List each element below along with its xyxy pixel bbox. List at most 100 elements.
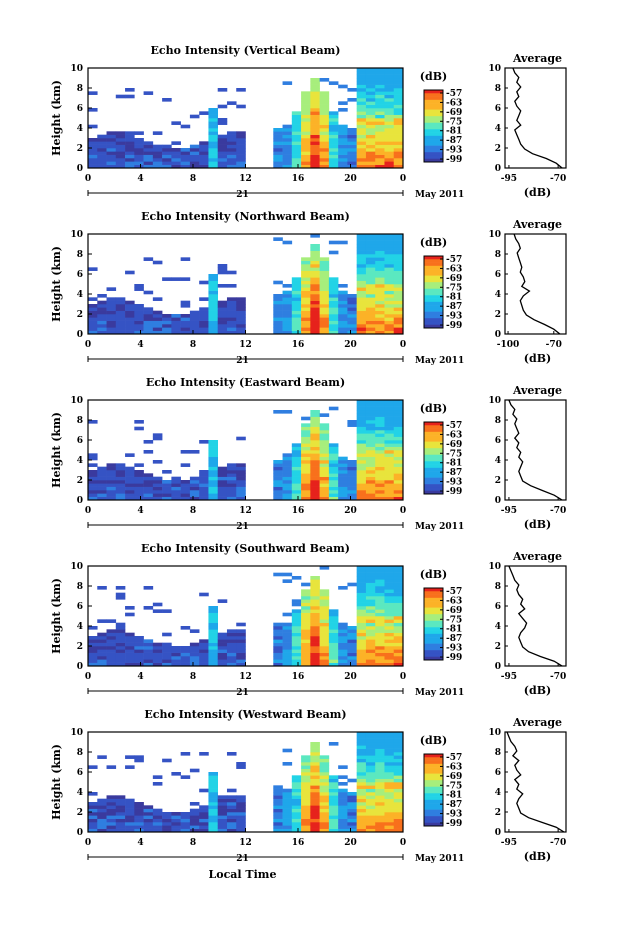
heatmap-cell <box>319 798 330 803</box>
heatmap-cell <box>384 822 395 826</box>
heatmap-cell <box>115 642 126 647</box>
heatmap-cell <box>384 755 395 759</box>
heatmap-cell <box>97 154 107 159</box>
heatmap-cell <box>310 586 320 590</box>
heatmap-cell <box>199 297 209 301</box>
heatmap-cell <box>208 330 218 335</box>
colorbar-segment <box>424 155 443 160</box>
heatmap-cell <box>301 822 311 826</box>
heatmap-cell <box>384 423 395 427</box>
colorbar-tick-label: -63 <box>446 596 462 606</box>
heatmap-cell <box>236 629 246 633</box>
heatmap-cell <box>171 483 181 487</box>
heatmap-cell <box>97 483 107 487</box>
heatmap-cell <box>384 586 395 590</box>
heatmap-cell <box>226 825 237 829</box>
heatmap-cell <box>162 324 172 328</box>
heatmap-cell <box>375 240 385 245</box>
heatmap-cell <box>143 480 154 484</box>
heatmap-cell <box>301 792 311 796</box>
heatmap-cell <box>365 473 376 477</box>
heatmap-cell <box>143 476 154 481</box>
heatmap-cell <box>301 606 311 610</box>
heatmap-cell <box>375 619 385 623</box>
heatmap-cell <box>301 649 311 653</box>
heatmap-cell <box>393 476 404 481</box>
heatmap-cell <box>328 812 339 816</box>
heatmap-cell <box>356 612 367 617</box>
colorbar-segment <box>424 99 443 104</box>
heatmap-cell <box>97 144 107 149</box>
heatmap-cell <box>134 327 144 331</box>
heatmap-cell <box>338 154 348 159</box>
heatmap-cell <box>273 486 283 491</box>
colorbar-segment <box>424 624 443 628</box>
heatmap-cell <box>208 642 218 647</box>
heatmap-cell <box>236 480 246 484</box>
heatmap-cell <box>125 466 135 471</box>
heatmap-cell <box>152 493 163 497</box>
colorbar-unit: (dB) <box>420 70 447 83</box>
heatmap-cell <box>236 317 246 321</box>
heatmap-cell <box>208 131 218 135</box>
heatmap-cell <box>319 612 330 617</box>
heatmap-cell <box>171 649 181 653</box>
heatmap-cell <box>375 416 385 421</box>
heatmap-cell <box>208 626 218 630</box>
heatmap-cell <box>365 738 376 743</box>
heatmap-cell <box>236 476 246 481</box>
y-tick-label: 10 <box>70 64 83 74</box>
heatmap-cell <box>375 825 385 829</box>
heatmap-cell <box>199 493 209 497</box>
heatmap-cell <box>134 154 144 159</box>
heatmap-cell <box>338 765 348 769</box>
heatmap-cell <box>384 636 395 640</box>
heatmap-cell <box>393 138 404 142</box>
heatmap-cell <box>301 154 311 159</box>
heatmap-cell <box>356 765 367 769</box>
colorbar-segment <box>424 656 443 661</box>
heatmap-cell <box>143 659 154 663</box>
heatmap-cell <box>328 639 339 643</box>
heatmap-cell <box>319 483 330 487</box>
heatmap-cell <box>310 656 320 660</box>
heatmap-cell <box>338 656 348 660</box>
heatmap-cell <box>282 622 293 627</box>
heatmap-cell <box>393 446 404 451</box>
heatmap-cell <box>199 656 209 660</box>
heatmap-cell <box>310 659 320 663</box>
heatmap-cell <box>143 662 154 667</box>
heatmap-cell <box>208 124 218 129</box>
heatmap-cell <box>365 778 376 783</box>
heatmap-cell <box>180 330 191 335</box>
heatmap-cell <box>282 476 293 481</box>
heatmap-cell <box>365 808 376 813</box>
heatmap-cell <box>217 151 228 155</box>
heatmap-cell <box>171 486 181 491</box>
heatmap-cell <box>301 114 311 119</box>
heatmap-cell <box>365 98 376 102</box>
heatmap-cell <box>115 463 126 467</box>
heatmap-cell <box>199 324 209 328</box>
heatmap-cell <box>217 659 228 663</box>
heatmap-cell <box>171 476 181 481</box>
heatmap-cell <box>356 324 367 328</box>
heatmap-cell <box>97 164 107 169</box>
heatmap-cell <box>347 818 357 823</box>
heatmap-cell <box>365 260 376 265</box>
heatmap-cell <box>375 463 385 467</box>
heatmap-cell <box>88 626 98 630</box>
heatmap-cell <box>273 134 283 139</box>
profile-x-tick-label: -100 <box>497 340 520 350</box>
heatmap-cell <box>171 822 181 826</box>
heatmap-cell <box>282 463 293 467</box>
heatmap-cell <box>393 327 404 331</box>
heatmap-cell <box>347 486 357 491</box>
heatmap-cell <box>152 483 163 487</box>
heatmap-cell <box>88 815 98 819</box>
heatmap-cell <box>301 463 311 467</box>
heatmap-cell <box>310 828 320 833</box>
heatmap-cell <box>365 128 376 132</box>
heatmap-cell <box>310 164 320 169</box>
profile-x-axis-label: (dB) <box>524 352 551 365</box>
